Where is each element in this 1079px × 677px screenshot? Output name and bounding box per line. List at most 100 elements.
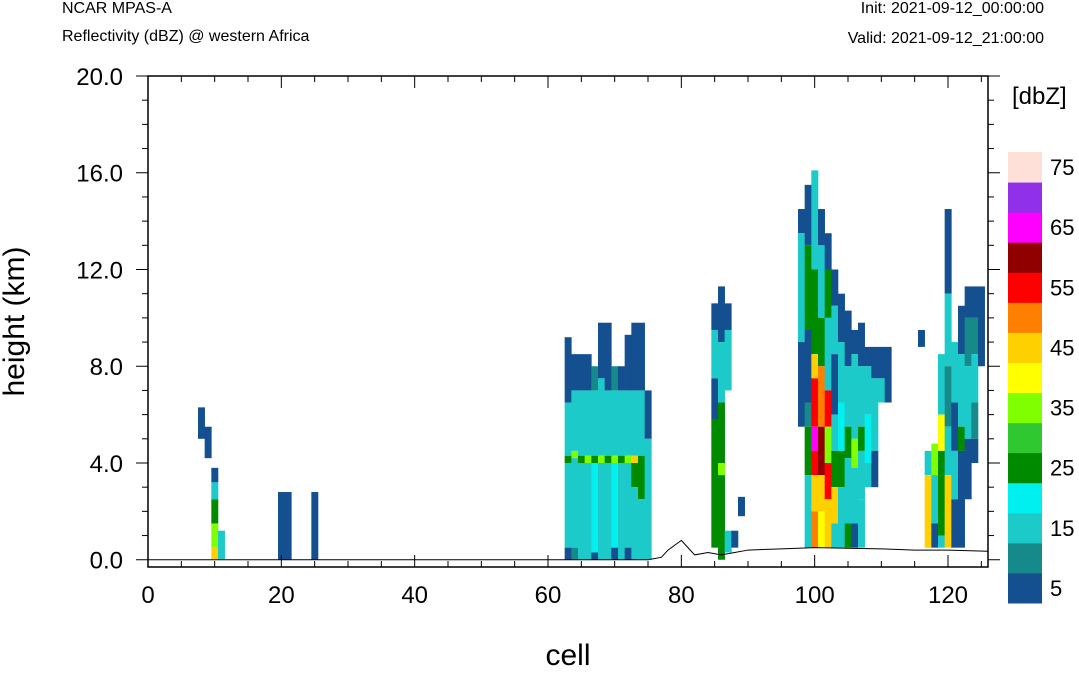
- reflectivity-cell: [811, 511, 819, 548]
- reflectivity-cell: [618, 455, 625, 463]
- reflectivity-cell: [818, 366, 825, 427]
- reflectivity-cell: [838, 293, 845, 343]
- colorbar-swatch: [1008, 392, 1042, 424]
- reflectivity-cell: [864, 346, 872, 367]
- reflectivity-cell: [824, 462, 832, 500]
- colorbar-label: 45: [1050, 335, 1074, 360]
- reflectivity-cell: [638, 499, 645, 560]
- reflectivity-cell: [598, 378, 605, 456]
- reflectivity-cell: [871, 450, 879, 488]
- reflectivity-cell: [631, 390, 639, 456]
- reflectivity-cell: [711, 419, 719, 548]
- reflectivity-cell: [724, 530, 732, 553]
- colorbar-swatch: [1008, 452, 1042, 484]
- init-time: Init: 2021-09-12_00:00:00: [860, 0, 1044, 17]
- reflectivity-cell: [571, 547, 579, 560]
- colorbar-swatch: [1008, 182, 1042, 213]
- reflectivity-cell: [924, 450, 932, 476]
- reflectivity-cell: [831, 269, 839, 306]
- reflectivity-cell: [798, 233, 805, 343]
- x-tick-label: 120: [928, 582, 968, 609]
- reflectivity-cell: [938, 535, 945, 548]
- reflectivity-cell: [631, 455, 639, 463]
- y-tick-label: 8.0: [90, 354, 123, 381]
- reflectivity-cell: [204, 426, 212, 459]
- reflectivity-cell: [931, 443, 939, 476]
- colorbar-swatch: [1008, 272, 1042, 303]
- reflectivity-cell: [598, 462, 605, 560]
- reflectivity-cell: [951, 402, 959, 451]
- reflectivity-cell: [631, 322, 639, 391]
- reflectivity-cell: [591, 462, 599, 553]
- colorbar-label: 25: [1050, 456, 1074, 481]
- reflectivity-cell: [611, 455, 619, 463]
- reflectivity-cell: [871, 346, 879, 379]
- reflectivity-cell: [578, 390, 585, 456]
- reflectivity-cell: [971, 286, 979, 318]
- reflectivity-cell: [918, 329, 925, 347]
- reflectivity-cell: [938, 354, 945, 415]
- reflectivity-cell: [571, 458, 579, 548]
- reflectivity-cell: [638, 455, 645, 463]
- reflectivity-cell: [831, 354, 839, 415]
- reflectivity-cell: [711, 378, 719, 420]
- reflectivity-cell: [578, 354, 585, 391]
- reflectivity-cell: [824, 426, 832, 463]
- reflectivity-cell: [584, 462, 592, 560]
- reflectivity-cell: [851, 438, 859, 468]
- reflectivity-cell: [711, 303, 719, 330]
- colorbar-swatch: [1008, 482, 1042, 514]
- reflectivity-cell: [604, 390, 612, 456]
- reflectivity-cell: [211, 547, 219, 560]
- reflectivity-cell: [571, 390, 579, 451]
- reflectivity-cell: [284, 492, 292, 560]
- x-axis: 0 20 40 60 80 100 120: [141, 76, 982, 609]
- x-tick-label: 100: [795, 582, 835, 609]
- reflectivity-cell: [611, 366, 619, 391]
- reflectivity-cell: [824, 499, 832, 548]
- reflectivity-cell: [824, 233, 832, 270]
- reflectivity-cell: [591, 552, 599, 560]
- reflectivity-cell: [591, 455, 599, 463]
- reflectivity-cell: [818, 209, 825, 246]
- reflectivity-cell: [951, 342, 959, 403]
- reflectivity-cell: [844, 310, 852, 367]
- reflectivity-cell: [598, 455, 605, 463]
- reflectivity-cell: [604, 462, 612, 560]
- reflectivity-cell: [624, 455, 632, 463]
- colorbar-swatch: [1008, 422, 1042, 454]
- reflectivity-cell: [624, 334, 632, 391]
- reflectivity-cell: [971, 354, 979, 403]
- reflectivity-cell: [618, 366, 625, 391]
- reflectivity-cell: [578, 462, 585, 560]
- reflectivity-cell: [971, 438, 979, 463]
- reflectivity-cell: [638, 462, 645, 500]
- reflectivity-cell: [624, 462, 632, 548]
- reflectivity-cell: [824, 317, 832, 391]
- reflectivity-cell: [604, 455, 612, 463]
- reflectivity-cell: [211, 523, 219, 548]
- reflectivity-cell: [831, 305, 839, 355]
- reflectivity-cell: [871, 378, 879, 451]
- colorbar-label: 55: [1050, 275, 1074, 300]
- reflectivity-cell: [831, 414, 839, 451]
- reflectivity-cell: [844, 366, 852, 427]
- reflectivity-cell: [624, 547, 632, 560]
- reflectivity-cell: [598, 322, 605, 379]
- reflectivity-cell: [818, 475, 825, 512]
- colorbar-label: 65: [1050, 215, 1074, 240]
- y-tick-label: 12.0: [76, 257, 123, 284]
- reflectivity-cell: [851, 329, 859, 355]
- reflectivity-cell: [311, 492, 319, 560]
- reflectivity-cell: [611, 390, 619, 456]
- reflectivity-cell: [638, 322, 645, 391]
- reflectivity-cell: [844, 458, 852, 524]
- reflectivity-cell: [718, 342, 725, 403]
- reflectivity-cell: [818, 426, 825, 476]
- reflectivity-cell: [811, 450, 819, 476]
- reflectivity-cell: [724, 303, 732, 330]
- reflectivity-cell: [831, 523, 839, 548]
- reflectivity-cell: [844, 426, 852, 459]
- x-tick-label: 20: [268, 582, 295, 609]
